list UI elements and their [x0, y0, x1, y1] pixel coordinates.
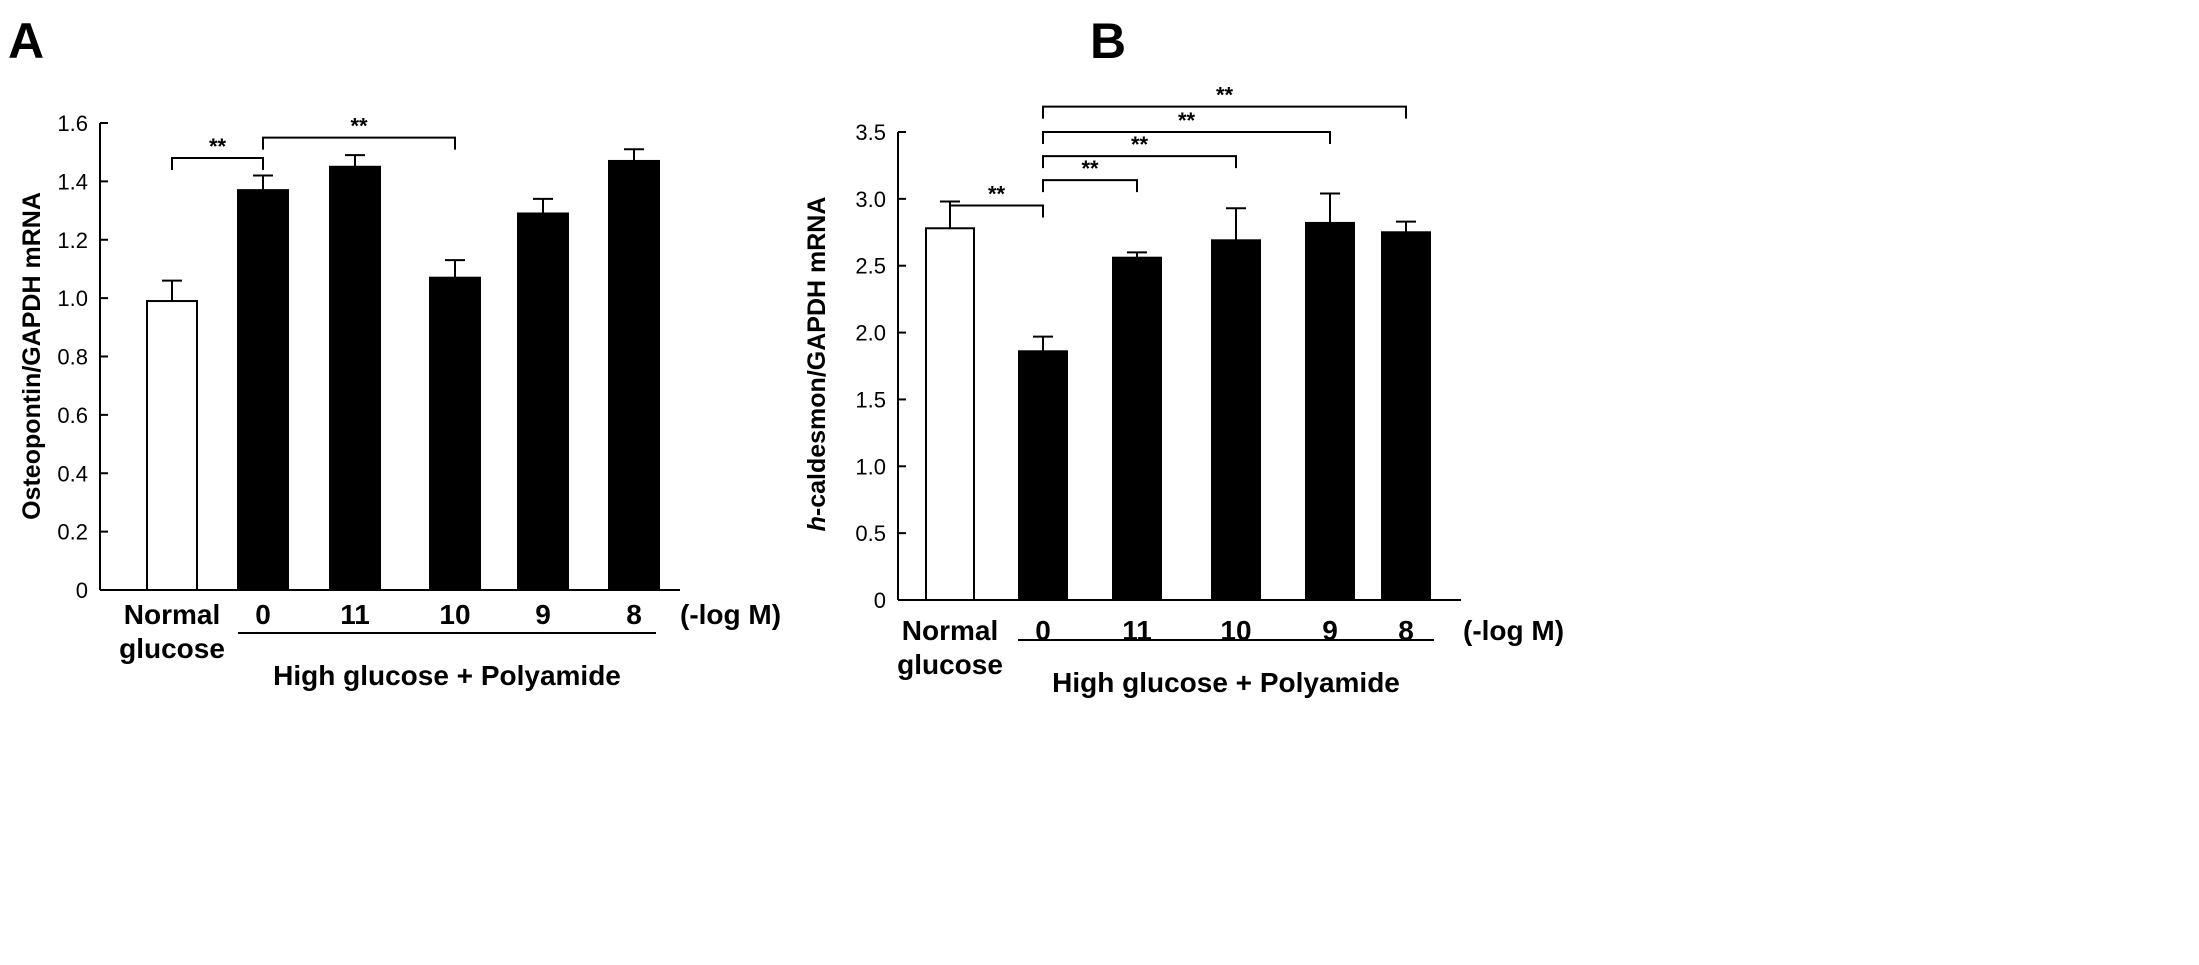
panel-a-y-tick-label: 0.8 [57, 345, 88, 370]
panel-b-unit-label: (-log M) [1463, 615, 1564, 646]
panel-a-group-label: High glucose + Polyamide [273, 660, 621, 691]
panel-b-significance-bracket-4 [1042, 131, 1331, 144]
panel-b-y-tick-label: 0.5 [855, 521, 886, 546]
panel-b-category-label: 11 [1122, 615, 1152, 646]
panel-a-category-label: 11 [340, 599, 370, 630]
panel-b-significance-label-1: ** [988, 182, 1006, 207]
panel-b-bar-5 [1305, 221, 1355, 601]
panel-a-significance-label-1: ** [209, 134, 227, 159]
panel-a-significance-bracket-2 [262, 136, 456, 150]
panel-a-bar-3 [329, 165, 381, 591]
panel-a-category-label: Normal [124, 599, 220, 630]
panel-a-category-label: 0 [255, 599, 271, 630]
panel-b-significance-bracket-3 [1042, 155, 1237, 169]
panel-b-y-axis-title: h-caldesmon/GAPDH mRNA [803, 197, 831, 532]
panel-b-y-tick-label: 3.5 [855, 120, 886, 145]
panel-b-category-label: 0 [1035, 615, 1051, 646]
panel-b-category-label: 8 [1398, 615, 1414, 646]
panel-b-bar-2 [1018, 350, 1068, 602]
panel-b-significance-bracket-2 [1042, 179, 1138, 193]
panel-a-bar-6 [608, 159, 660, 591]
panel-a-bar-1 [146, 300, 198, 591]
panel-a-unit-label: (-log M) [680, 599, 781, 630]
panel-a-y-tick-label: 1.6 [57, 111, 88, 136]
panel-b-significance-label-2: ** [1081, 156, 1099, 181]
panel-a-y-tick-label: 0.6 [57, 403, 88, 428]
panel-b-group-label: High glucose + Polyamide [1052, 667, 1400, 698]
panel-b-category-label: 10 [1220, 615, 1251, 646]
panel-a-category-label: 8 [626, 599, 642, 630]
panel-b-y-axis-title-italic: h [803, 516, 831, 531]
panel-b-bar-6 [1381, 231, 1431, 602]
panel-a-bar-4 [429, 276, 481, 591]
panel-b-y-tick-label: 1.5 [855, 387, 886, 412]
panel-b-bar-3 [1112, 256, 1162, 601]
panel-a-category-label: 10 [439, 599, 470, 630]
panel-b-y-axis-title-text: -caldesmon/GAPDH mRNA [803, 197, 831, 517]
panel-b-category-label: glucose [897, 649, 1003, 680]
panel-b-significance-label-4: ** [1178, 108, 1196, 133]
panel-a-y-tick-label: 0.2 [57, 520, 88, 545]
panel-a-y-tick-label: 0 [76, 578, 88, 603]
panel-a-y-tick-label: 0.4 [57, 461, 88, 486]
panel-b: B 0 0.5 1.0 1.5 2.0 2.5 3.0 3.5 h-caldesmon/GAPD… [803, 13, 1564, 698]
panel-a: A 0 0.2 0.4 0.6 0.8 1.0 1.2 1.4 1.6 Osteopontin/G… [8, 13, 781, 691]
panel-b-significance-label-3: ** [1131, 132, 1149, 157]
panel-b-bar-4 [1211, 239, 1261, 602]
panel-a-letter: A [8, 13, 44, 69]
panel-b-category-label: 9 [1322, 615, 1338, 646]
panel-b-y-tick-label: 2.5 [855, 254, 886, 279]
panel-b-category-label: Normal [902, 615, 998, 646]
panel-a-y-axis-title: Osteopontin/GAPDH mRNA [18, 192, 46, 520]
panel-a-y-tick-label: 1.2 [57, 228, 88, 253]
panel-b-y-tick-label: 2.0 [855, 321, 886, 346]
panel-a-category-label: 9 [535, 599, 551, 630]
panel-a-y-tick-label: 1.0 [57, 286, 88, 311]
panel-a-y-tick-label: 1.4 [57, 169, 88, 194]
panel-a-significance-label-2: ** [350, 114, 368, 139]
panel-a-y-axis-title-text: Osteopontin/GAPDH mRNA [18, 192, 46, 520]
panel-b-y-tick-label: 0 [874, 588, 886, 613]
panel-a-bar-2 [237, 189, 289, 591]
panel-b-letter: B [1090, 13, 1126, 69]
panel-a-significance-bracket-1 [171, 157, 264, 171]
panel-b-y-tick-label: 1.0 [855, 454, 886, 479]
panel-b-bar-1 [925, 227, 975, 601]
panel-b-significance-bracket-1 [949, 204, 1044, 218]
panel-a-bar-5 [517, 212, 569, 591]
panel-b-y-tick-label: 3.0 [855, 187, 886, 212]
panel-b-significance-bracket-5 [1042, 105, 1407, 119]
panel-b-significance-label-5: ** [1216, 83, 1234, 108]
panel-a-category-label: glucose [119, 633, 225, 664]
